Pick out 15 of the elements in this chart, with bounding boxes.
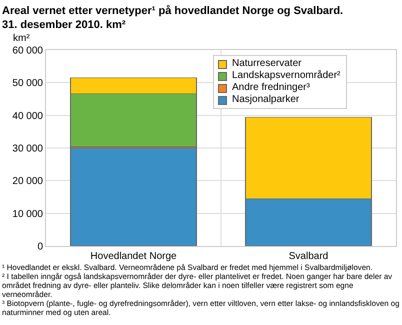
x-tick-label: Svalbard bbox=[288, 251, 328, 262]
x-tick-label: Hovedlandet Norge bbox=[90, 251, 178, 262]
chart-title: Areal vernet etter vernetyper¹ på hovedlandet Norge og Svalbard. 31. desember 2010. km² bbox=[2, 4, 344, 32]
y-tick-label: 20 000 bbox=[12, 176, 44, 188]
y-tick-label: 40 000 bbox=[12, 110, 44, 122]
y-tick-label: 50 000 bbox=[12, 78, 44, 90]
y-tick-label: 0 bbox=[37, 242, 44, 252]
y-tick-label: 30 000 bbox=[12, 144, 44, 154]
legend-label: Nasjonalparker bbox=[232, 94, 300, 106]
y-axis-title: km² bbox=[13, 33, 30, 44]
legend-label: Landskapsvernområder² bbox=[232, 70, 340, 82]
legend-label: Naturreservater bbox=[232, 58, 302, 70]
legend-label: Andre fredninger³ bbox=[232, 82, 310, 94]
y-tick-label: 10 000 bbox=[12, 208, 44, 220]
y-tick-label: 60 000 bbox=[12, 46, 44, 56]
